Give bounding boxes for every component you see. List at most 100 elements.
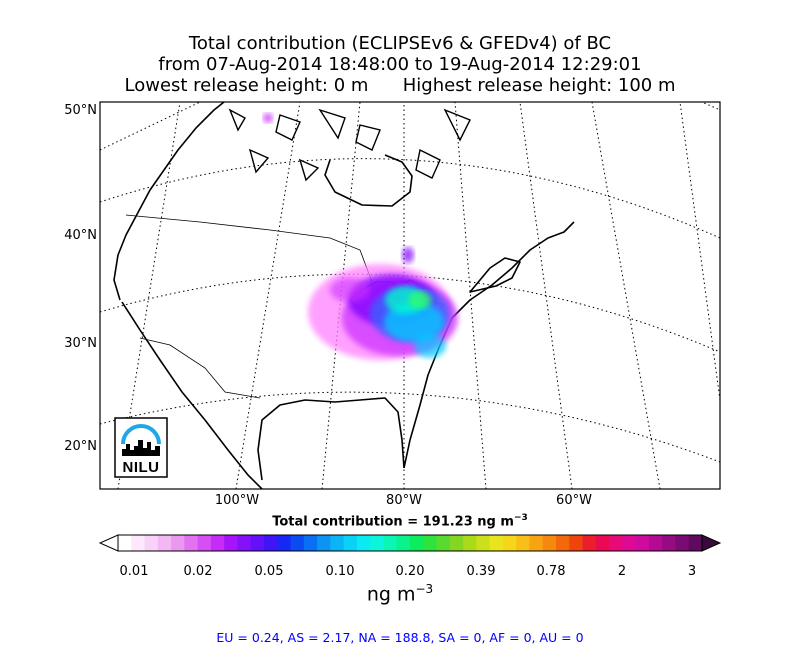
colorbar-segment: [502, 535, 517, 551]
colorbar-segment: [410, 535, 424, 551]
lon-label-80w: 80°W: [386, 493, 422, 508]
parallel-30n: [100, 273, 720, 353]
colorbar-segment: [250, 535, 265, 551]
cb-tick-5: 0.39: [466, 564, 496, 579]
colorbar-segment: [436, 535, 451, 551]
meridian-70w: [454, 102, 487, 489]
colorbar-segment: [423, 535, 437, 551]
colorbar-segment: [290, 535, 305, 551]
plume-contour: [263, 113, 273, 123]
colorbar-segment: [237, 535, 252, 551]
cb-tick-6: 0.78: [536, 564, 566, 579]
nilu-city-skyline-logo: [114, 417, 168, 478]
regional-contributions: EU = 0.24, AS = 2.17, NA = 188.8, SA = 0…: [216, 630, 584, 645]
colorbar-high-extension: [701, 534, 722, 552]
colorbar-segment: [396, 535, 411, 551]
meridian-40w: [679, 102, 720, 401]
colorbar-segment: [569, 535, 583, 551]
colorbar-segment: [383, 535, 398, 551]
total-contribution-exponent: −3: [513, 513, 528, 523]
colorbar-segment: [157, 535, 172, 551]
colorbar-segment: [675, 535, 690, 551]
colorbar-outline: [117, 534, 703, 552]
cb-tick-8: 3: [687, 564, 697, 579]
highest-release-height: Highest release height: 100 m: [402, 75, 676, 96]
colorbar-segment: [516, 535, 530, 551]
lat-label-20n: 20°N: [64, 439, 97, 454]
plume-contour: [408, 291, 432, 309]
arctic-islands: [228, 108, 471, 182]
colorbar-segment: [449, 535, 464, 551]
title-line-1: Total contribution (ECLIPSEv6 & GFEDv4) …: [188, 33, 612, 54]
cb-tick-2: 0.05: [254, 564, 284, 579]
units-text: ng m: [366, 583, 416, 606]
cb-tick-3: 0.10: [325, 564, 355, 579]
colorbar-segment: [489, 535, 504, 551]
colorbar-segment: [662, 535, 676, 551]
plume-contour: [330, 278, 370, 302]
colorbar-segment: [609, 535, 623, 551]
colorbar-segment: [343, 535, 358, 551]
east-coast: [403, 221, 575, 469]
lowest-release-height: Lowest release height: 0 m: [124, 75, 369, 96]
lon-label-100w: 100°W: [214, 493, 260, 508]
colorbar-segment: [224, 535, 238, 551]
colorbar-segment: [303, 535, 318, 551]
lat-label-30n: 30°N: [64, 336, 97, 351]
borders: [125, 214, 373, 399]
colorbar-title: Total contribution = 191.23 ng m−3: [0, 513, 800, 529]
colorbar-segment: [171, 535, 185, 551]
colorbar: [98, 534, 722, 552]
nilu-logo-text: NILU: [122, 459, 160, 476]
colorbar-units: ng m−3: [0, 582, 800, 605]
colorbar-segment: [131, 535, 145, 551]
colorbar-segment: [277, 535, 291, 551]
total-contribution-text: Total contribution = 191.23 ng m: [272, 514, 514, 530]
parallel-40n: [100, 158, 720, 239]
plume-contour: [414, 334, 446, 358]
cb-tick-1: 0.02: [183, 564, 213, 579]
us-mexico-border: [139, 337, 261, 399]
colorbar-segment: [595, 535, 610, 551]
title-line-2: from 07-Aug-2014 18:48:00 to 19-Aug-2014…: [158, 54, 642, 75]
meridian-120w: [100, 102, 201, 151]
map-area: [100, 102, 720, 489]
colorbar-segment: [210, 535, 225, 551]
lat-label-50n: 50°N: [64, 103, 97, 118]
bc-plume: [263, 113, 458, 360]
hudson-bay: [324, 154, 413, 207]
cb-tick-0: 0.01: [119, 564, 149, 579]
nilu-logo: NILU: [115, 418, 167, 477]
units-exponent: −3: [415, 582, 434, 596]
colorbar-segment: [635, 535, 650, 551]
baja-mexico-coast: [121, 301, 263, 489]
meridian-60w: [519, 102, 573, 489]
map-frame: [99, 101, 721, 490]
colorbar-segment: [197, 535, 212, 551]
colorbar-segment: [556, 535, 570, 551]
lat-label-40n: 40°N: [64, 228, 97, 243]
colorbar-segment: [264, 535, 278, 551]
cb-tick-7: 2: [617, 564, 627, 579]
plume-contour: [402, 247, 414, 263]
colorbar-segment: [622, 535, 637, 551]
colorbar-segment: [118, 535, 132, 551]
colorbar-segment: [463, 535, 477, 551]
colorbar-segment: [476, 535, 491, 551]
title-line-3: Lowest release height: 0 m Highest relea…: [0, 75, 800, 97]
colorbar-segment: [582, 535, 597, 551]
cb-tick-4: 0.20: [395, 564, 425, 579]
colorbar-segment: [356, 535, 371, 551]
lon-label-60w: 60°W: [556, 493, 592, 508]
colorbar-segment: [317, 535, 331, 551]
colorbar-segment: [529, 535, 544, 551]
colorbar-low-extension: [98, 534, 119, 552]
colorbar-segment: [542, 535, 557, 551]
colorbar-segment: [688, 535, 703, 551]
colorbar-segment: [184, 535, 199, 551]
colorbar-segment: [370, 535, 384, 551]
gulf-coast: [257, 397, 405, 481]
colorbar-segment: [144, 535, 159, 551]
colorbar-segment: [330, 535, 345, 551]
